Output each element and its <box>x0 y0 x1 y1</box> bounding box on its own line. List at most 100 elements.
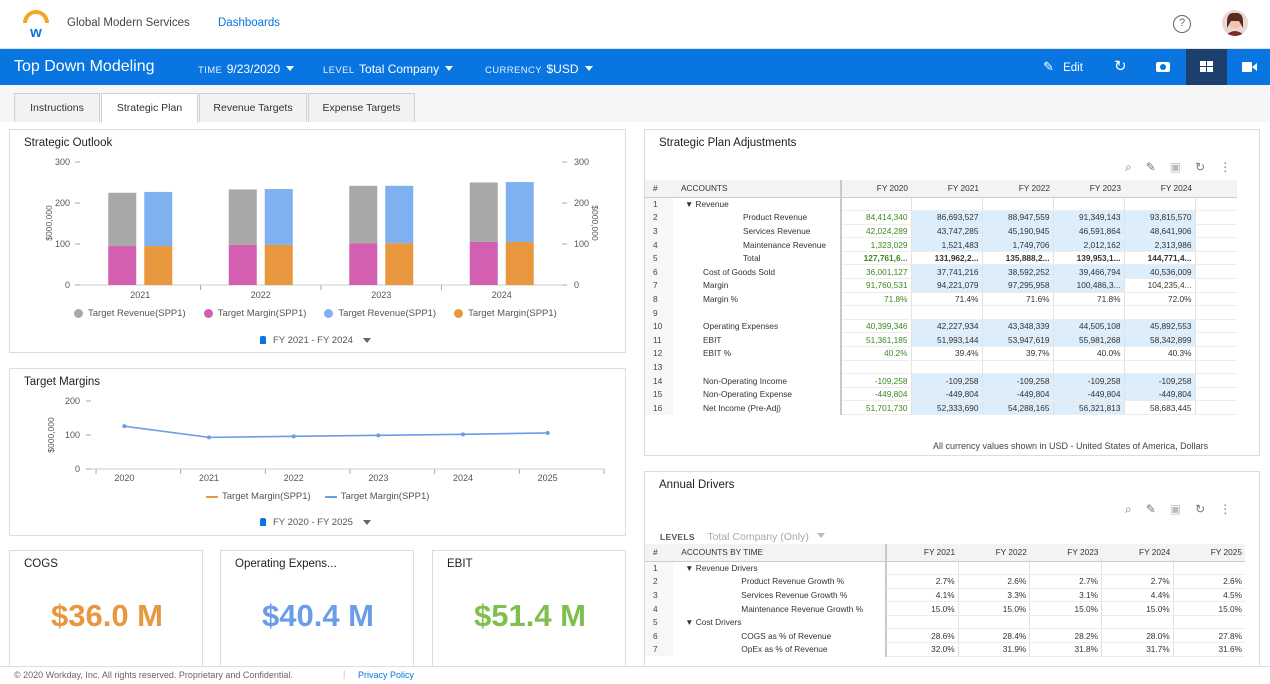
value-cell[interactable]: 56,321,813 <box>1052 400 1124 415</box>
dashboards-link[interactable]: Dashboards <box>218 17 281 29</box>
edit-button[interactable]: ✎ Edit <box>1043 59 1083 75</box>
value-cell[interactable] <box>1123 360 1195 375</box>
value-cell[interactable]: 42,227,934 <box>910 319 982 334</box>
value-cell[interactable]: 2,313,986 <box>1123 237 1195 252</box>
value-cell[interactable] <box>1123 197 1195 212</box>
column-header[interactable]: FY 2022 <box>958 544 1030 562</box>
value-cell[interactable]: 31.9% <box>957 642 1030 657</box>
value-cell[interactable]: 94,221,079 <box>910 278 982 293</box>
value-cell[interactable]: 45,892,553 <box>1123 319 1195 334</box>
value-cell[interactable]: -449,804 <box>981 387 1053 402</box>
value-cell[interactable] <box>840 360 911 375</box>
value-cell[interactable]: -449,804 <box>910 387 982 402</box>
value-cell[interactable]: 58,342,899 <box>1123 332 1195 348</box>
value-cell[interactable]: 149,746 <box>1194 251 1237 266</box>
value-cell[interactable]: 31.7% <box>1101 642 1174 657</box>
value-cell[interactable] <box>1172 615 1245 630</box>
kpi-card-cogs[interactable]: COGS $36.0 M <box>9 550 203 670</box>
tab-revenue-targets[interactable]: Revenue Targets <box>199 93 307 122</box>
value-cell[interactable] <box>840 197 911 212</box>
column-header[interactable]: # <box>645 180 673 198</box>
value-cell[interactable]: 135,888,2... <box>981 251 1053 266</box>
value-cell[interactable]: 127,761,6... <box>840 251 911 266</box>
value-cell[interactable] <box>840 305 911 320</box>
column-header[interactable]: FY 2022 <box>982 180 1053 198</box>
value-cell[interactable]: 40,536,009 <box>1123 264 1195 280</box>
value-cell[interactable]: 55,981,268 <box>1052 332 1124 348</box>
legend-item[interactable]: Target Revenue(SPP1) <box>324 308 436 319</box>
value-cell[interactable]: 104,235,4... <box>1123 278 1195 293</box>
value-cell[interactable]: 28.6% <box>885 628 959 644</box>
value-cell[interactable]: 100,486,3... <box>1052 278 1124 293</box>
value-cell[interactable]: 46,591,864 <box>1052 224 1124 239</box>
refresh-icon[interactable]: ↻ <box>1195 160 1206 174</box>
value-cell[interactable]: 32.0% <box>885 642 959 657</box>
value-cell[interactable]: 28.0% <box>1101 628 1174 644</box>
kpi-card-ebit[interactable]: EBIT $51.4 M <box>432 550 626 670</box>
more-options-icon[interactable]: ⋮ <box>1219 160 1232 174</box>
value-cell[interactable]: 15.0% <box>1029 601 1102 616</box>
value-cell[interactable]: -109,258 <box>981 373 1053 388</box>
value-cell[interactable]: 88,947,559 <box>981 210 1053 225</box>
value-cell[interactable]: 51,993,144 <box>910 332 982 348</box>
value-cell[interactable]: 27.8% <box>1172 628 1245 644</box>
value-cell[interactable]: 86,693,527 <box>910 210 982 225</box>
time-selector[interactable]: TIME 9/23/2020 <box>198 60 295 78</box>
legend-item[interactable]: Target Revenue(SPP1) <box>74 308 186 319</box>
value-cell[interactable]: 1,521,483 <box>910 237 982 252</box>
value-cell[interactable] <box>1172 561 1245 576</box>
value-cell[interactable]: 40.3% <box>1123 346 1195 361</box>
tab-instructions[interactable]: Instructions <box>14 93 100 122</box>
column-header[interactable]: FY 2021 <box>886 544 959 562</box>
column-header[interactable]: FY 2023 <box>1053 180 1124 198</box>
date-range-filter[interactable]: FY 2020 - FY 2025 <box>260 517 371 528</box>
value-cell[interactable]: 39,466,794 <box>1052 264 1124 280</box>
value-cell[interactable]: -449 <box>1194 387 1237 402</box>
value-cell[interactable]: 60,797 <box>1194 332 1237 348</box>
value-cell[interactable]: 43,747,285 <box>910 224 982 239</box>
value-cell[interactable]: 108,117 <box>1194 278 1237 293</box>
value-cell[interactable]: 28.2% <box>1029 628 1102 644</box>
value-cell[interactable]: 53,947,619 <box>981 332 1053 348</box>
value-cell[interactable]: 37,741,216 <box>910 264 982 280</box>
value-cell[interactable]: -109,258 <box>1123 373 1195 388</box>
refresh-icon[interactable]: ↻ <box>1195 502 1206 516</box>
levels-selector[interactable]: LEVELS Total Company (Only) <box>660 527 825 545</box>
more-options-icon[interactable]: ⋮ <box>1219 502 1232 516</box>
avatar[interactable] <box>1222 10 1248 36</box>
tab-expense-targets[interactable]: Expense Targets <box>308 93 415 122</box>
value-cell[interactable]: 47,319 <box>1194 319 1237 334</box>
value-cell[interactable]: 4.4% <box>1101 588 1174 603</box>
edit-grid-icon[interactable]: ✎ <box>1145 502 1156 516</box>
value-cell[interactable]: 28.4% <box>957 628 1030 644</box>
kpi-card-operating-expenses[interactable]: Operating Expens... $40.4 M <box>220 550 414 670</box>
help-icon[interactable]: ? <box>1173 15 1191 33</box>
value-cell[interactable]: 2.7% <box>885 574 959 589</box>
column-header[interactable]: FY 2025 <box>1173 544 1245 562</box>
level-selector[interactable]: LEVEL Total Company <box>323 60 454 78</box>
value-cell[interactable]: -109 <box>1194 373 1237 388</box>
value-cell[interactable] <box>910 305 982 320</box>
value-cell[interactable] <box>981 360 1053 375</box>
column-header[interactable]: FY 2023 <box>1029 544 1102 562</box>
column-header[interactable]: FY 2 <box>1195 180 1237 198</box>
value-cell[interactable]: 131,962,2... <box>910 251 982 266</box>
edit-grid-icon[interactable]: ✎ <box>1145 160 1156 174</box>
column-header[interactable]: FY 2020 <box>841 180 911 198</box>
value-cell[interactable]: 31.8% <box>1029 642 1102 657</box>
value-cell[interactable] <box>885 561 959 576</box>
workday-logo[interactable]: w <box>22 10 50 41</box>
video-icon[interactable] <box>1242 62 1257 72</box>
value-cell[interactable]: 39.7% <box>981 346 1053 361</box>
search-icon[interactable]: ⌕ <box>1125 502 1132 516</box>
value-cell[interactable]: 45,190,945 <box>981 224 1053 239</box>
value-cell[interactable]: 50,830 <box>1194 224 1237 239</box>
value-cell[interactable]: 15.0% <box>1172 601 1245 616</box>
value-cell[interactable]: 2,012,162 <box>1052 237 1124 252</box>
value-cell[interactable]: 38,592,252 <box>981 264 1053 280</box>
date-range-filter[interactable]: FY 2021 - FY 2024 <box>260 335 371 346</box>
value-cell[interactable] <box>1194 305 1237 320</box>
value-cell[interactable] <box>1029 615 1102 630</box>
legend-item[interactable]: Target Margin(SPP1) <box>206 491 311 502</box>
value-cell[interactable] <box>981 305 1053 320</box>
